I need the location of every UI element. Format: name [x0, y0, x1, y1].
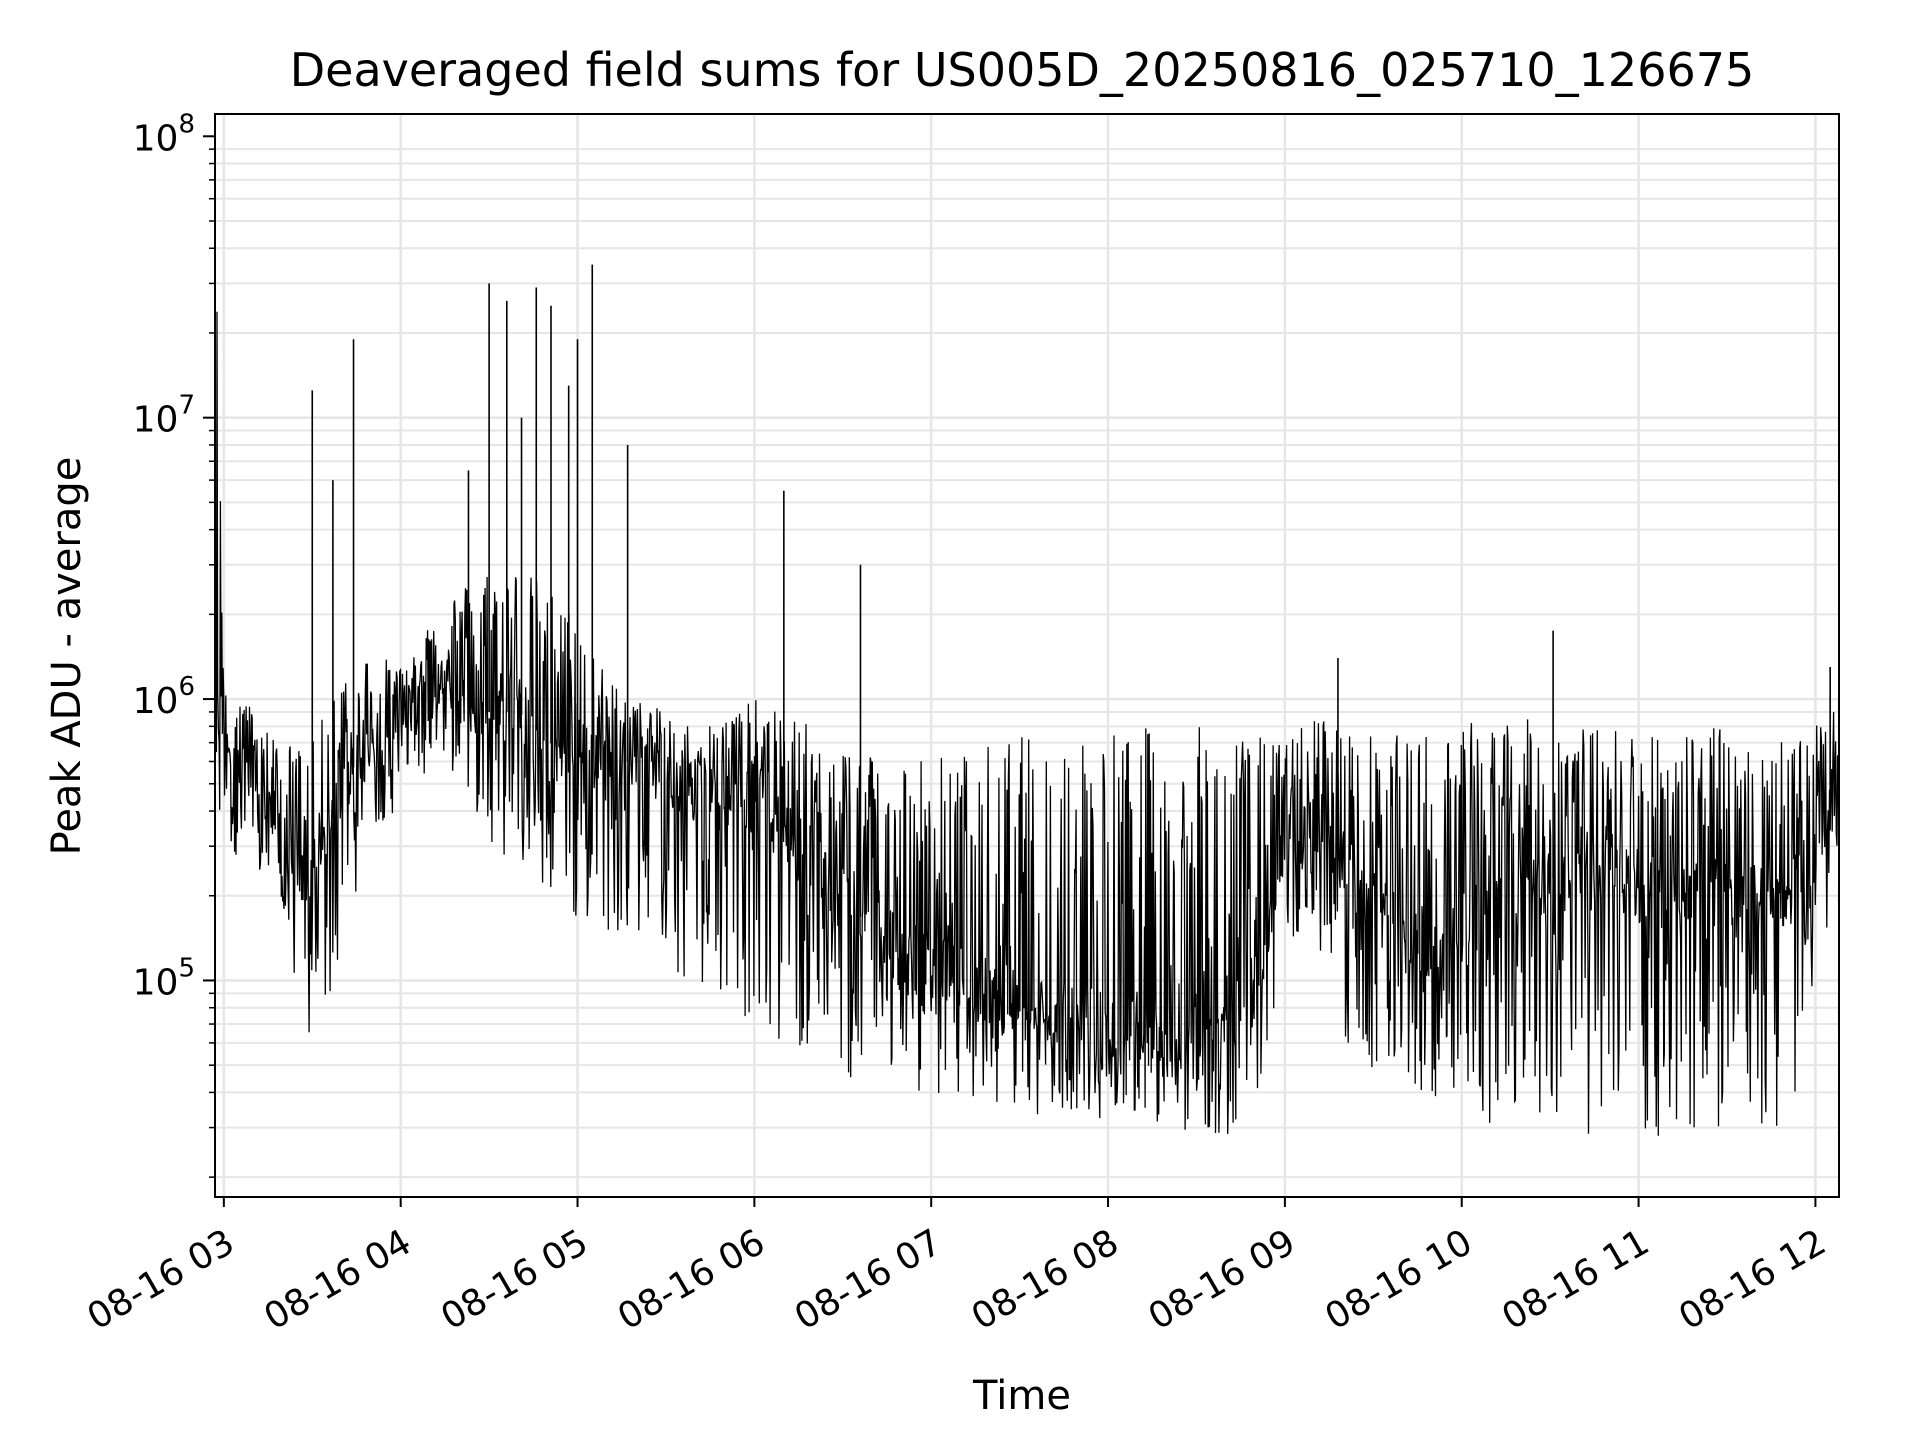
y-tick-label: 105 — [133, 953, 195, 1003]
series-line-group — [214, 264, 1840, 1136]
y-tick-label: 107 — [133, 391, 195, 441]
chart-title: Deaveraged field sums for US005D_2025081… — [290, 43, 1755, 97]
y-axis-label: Peak ADU - average — [44, 457, 90, 856]
y-tick-label: 108 — [133, 109, 195, 159]
y-axis: 105 106 107 108 — [133, 109, 215, 1178]
series-line — [214, 311, 1840, 1136]
plot-frame — [214, 113, 1840, 1198]
y-tick-label: 106 — [133, 672, 195, 722]
x-axis-label: Time — [972, 1373, 1071, 1419]
